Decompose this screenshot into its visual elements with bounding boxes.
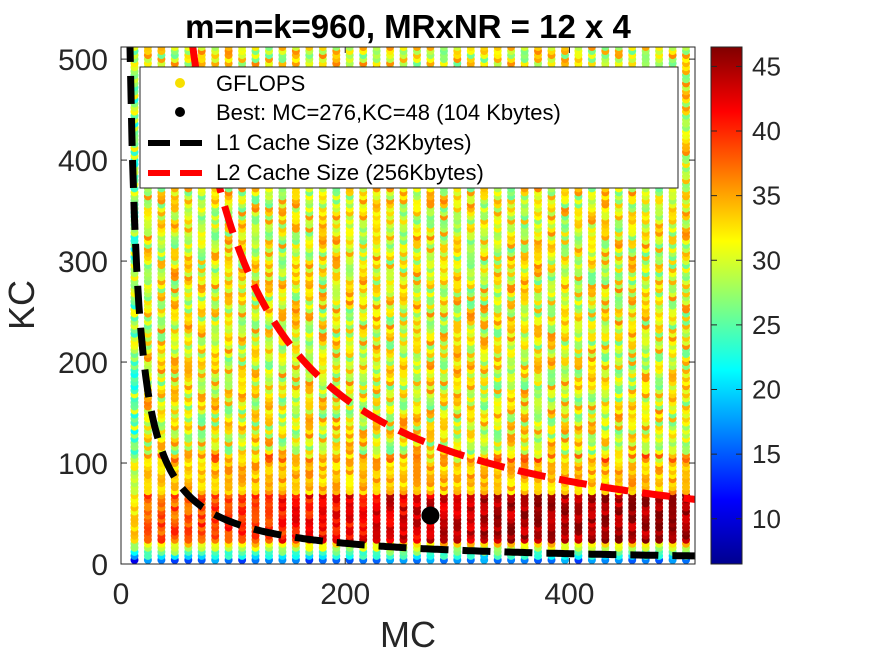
gflops-point [211, 47, 220, 51]
gflops-point [224, 47, 233, 51]
gflops-point [157, 47, 166, 51]
gflops-point [197, 47, 206, 51]
gflops-point [170, 47, 179, 51]
gflops-point [143, 47, 152, 51]
chart-title: m=n=k=960, MRxNR = 12 x 4 [185, 8, 631, 45]
gflops-point [238, 47, 247, 51]
